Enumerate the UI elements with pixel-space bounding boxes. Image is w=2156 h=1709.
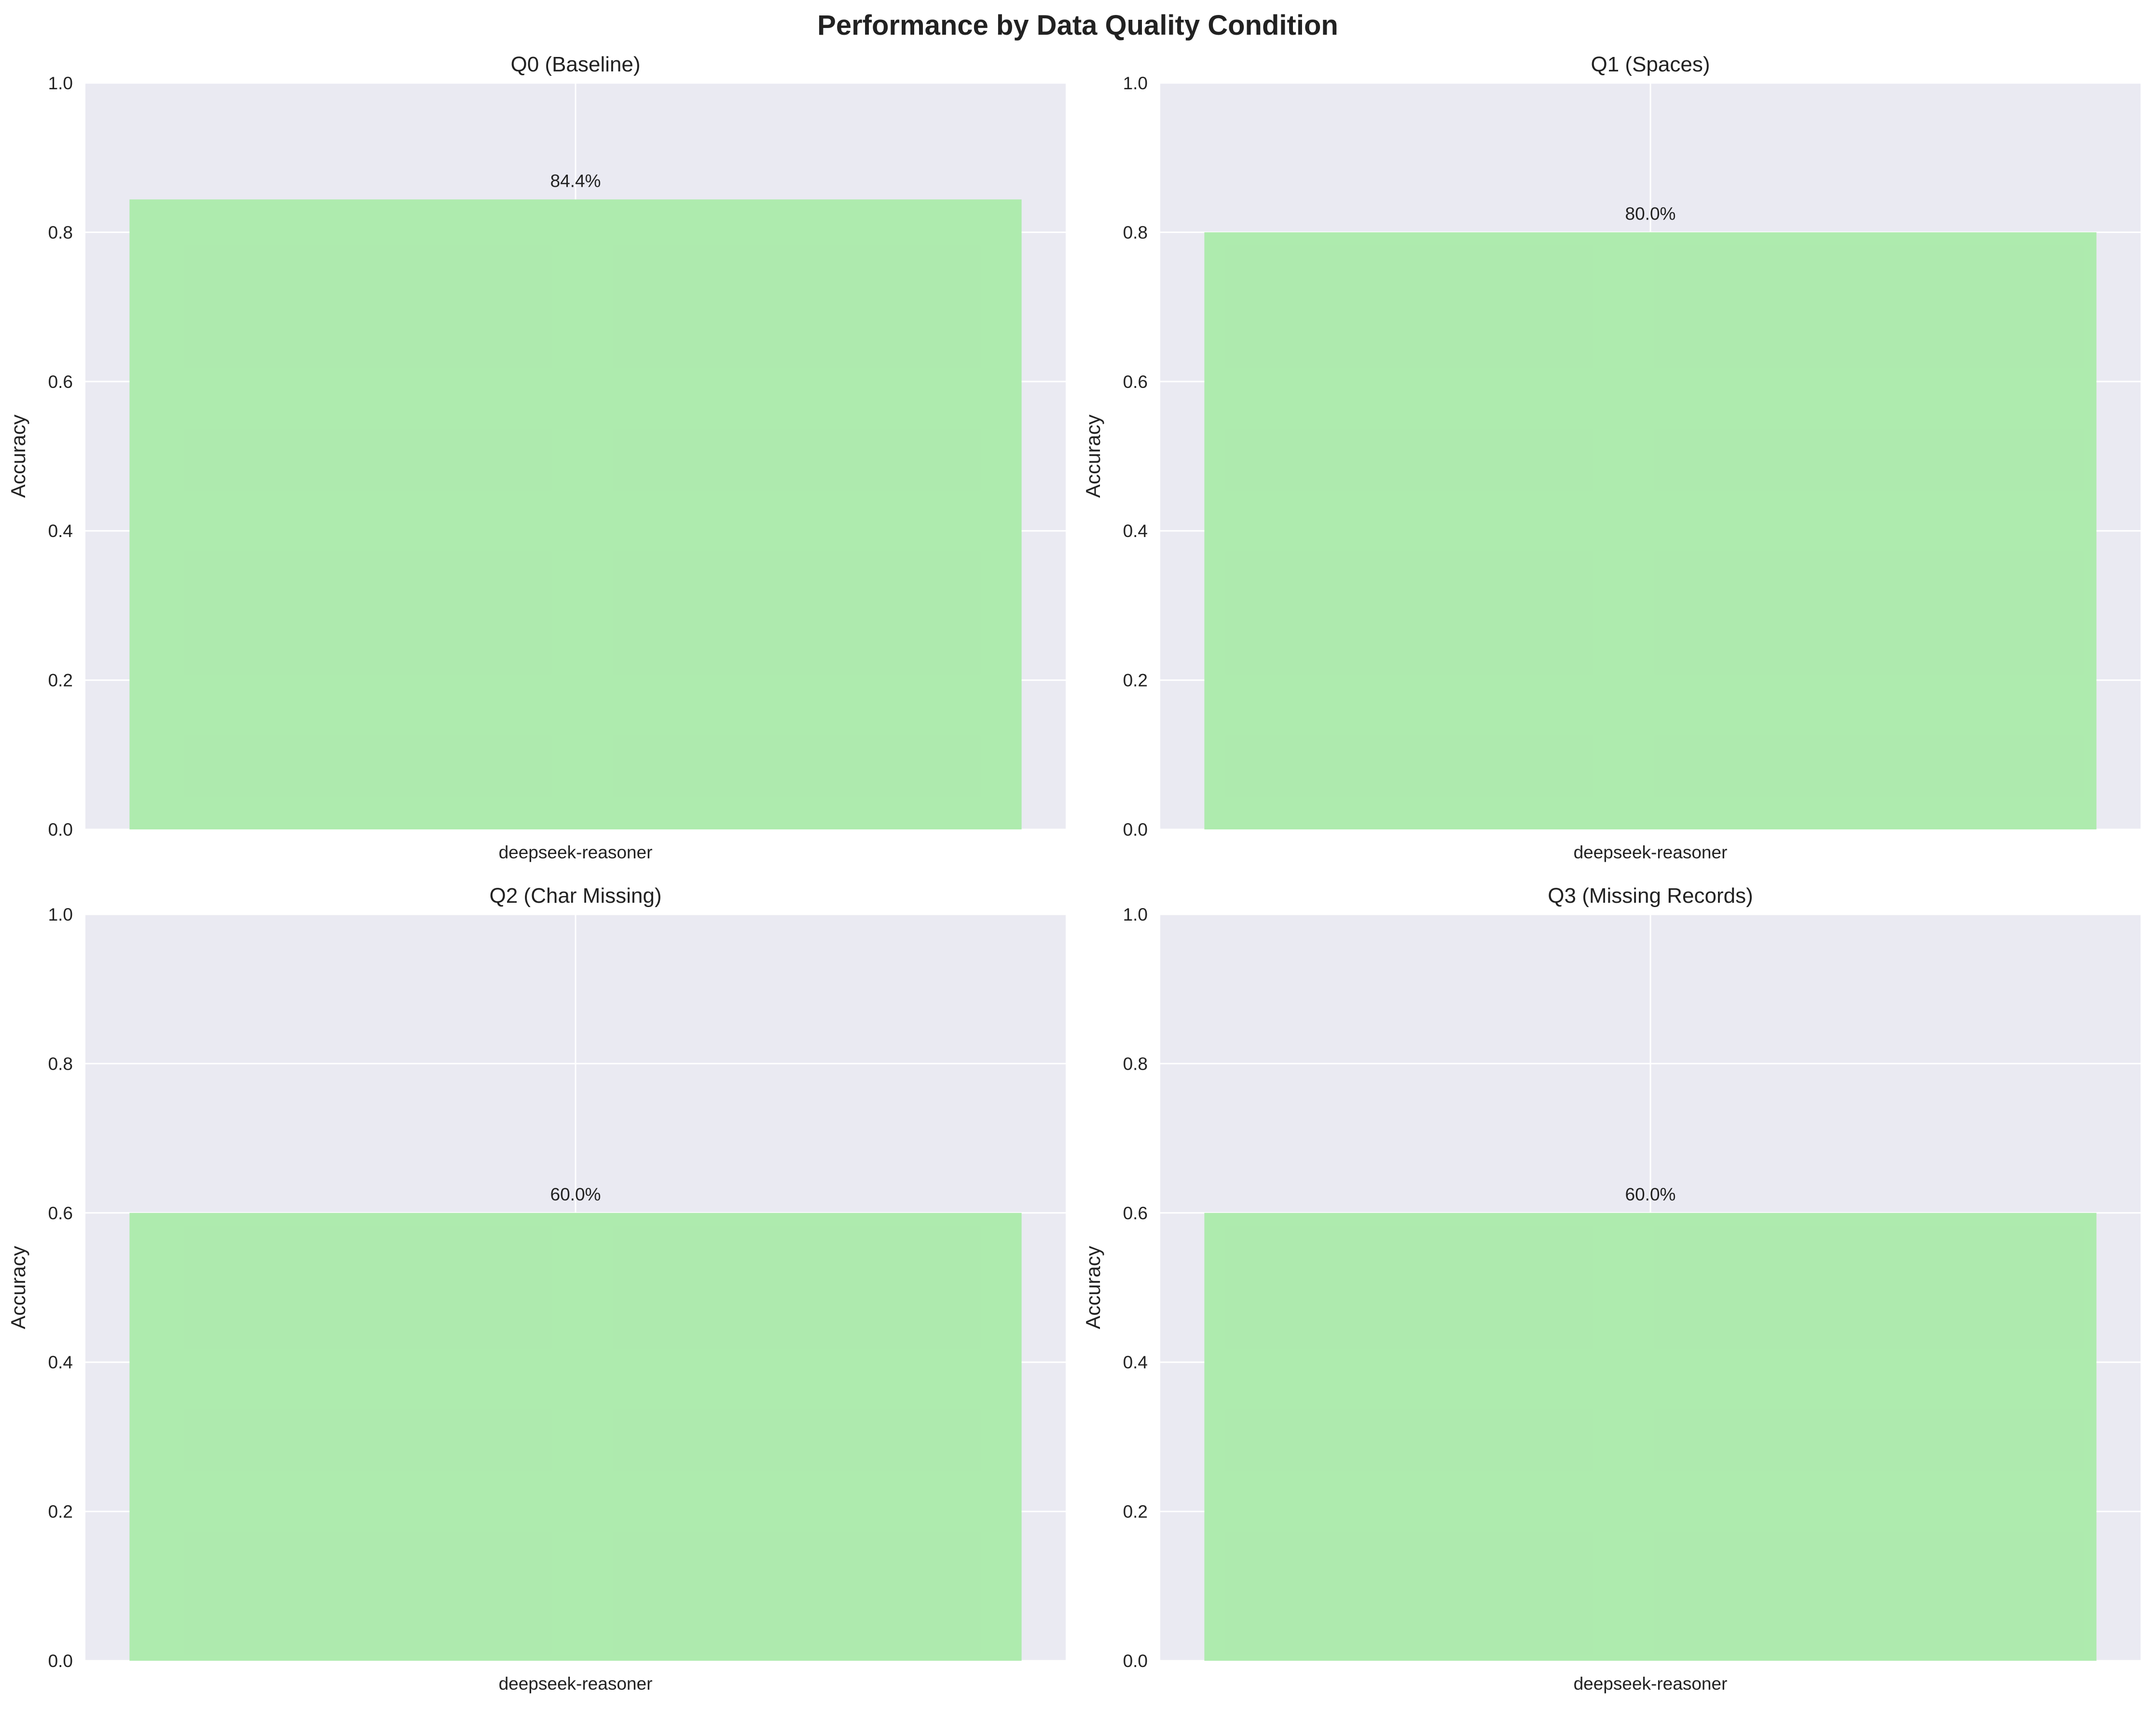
x-tick-label: deepseek-reasoner bbox=[1574, 842, 1728, 862]
bar-value-label: 80.0% bbox=[1625, 204, 1676, 223]
y-tick-label: 0.2 bbox=[1123, 671, 1148, 690]
subplot-title: Q2 (Char Missing) bbox=[490, 884, 662, 908]
y-tick-label: 0.8 bbox=[48, 222, 73, 242]
subplot-3: 0.0 0.2 0.4 0.6 0.8 1.0 60.0% deepseek-reasoner… bbox=[1082, 884, 2141, 1694]
y-axis-label: Accuracy bbox=[1082, 1246, 1104, 1329]
x-tick-label: deepseek-reasoner bbox=[1574, 1674, 1728, 1694]
y-tick-label: 0.0 bbox=[48, 1651, 73, 1671]
bar-value-label: 60.0% bbox=[1625, 1185, 1676, 1204]
y-tick-label: 0.6 bbox=[1123, 1203, 1148, 1223]
y-axis-label: Accuracy bbox=[1082, 414, 1104, 498]
y-tick-label: 0.6 bbox=[48, 372, 73, 392]
y-axis-label: Accuracy bbox=[7, 1246, 29, 1329]
y-tick-label: 0.4 bbox=[48, 1352, 73, 1372]
bar bbox=[1204, 232, 2097, 829]
y-tick-label: 1.0 bbox=[1123, 905, 1148, 924]
bar-value-label: 60.0% bbox=[550, 1185, 601, 1204]
bar bbox=[129, 1213, 1022, 1661]
y-tick-label: 0.6 bbox=[1123, 372, 1148, 392]
y-tick-label: 0.2 bbox=[1123, 1502, 1148, 1522]
x-tick-label: deepseek-reasoner bbox=[499, 842, 653, 862]
x-tick-label: deepseek-reasoner bbox=[499, 1674, 653, 1694]
y-tick-label: 1.0 bbox=[1123, 73, 1148, 93]
y-tick-label: 0.0 bbox=[1123, 820, 1148, 840]
y-tick-label: 0.0 bbox=[48, 820, 73, 840]
bar bbox=[129, 199, 1022, 829]
bar-value-label: 84.4% bbox=[550, 171, 601, 191]
subplot-title: Q0 (Baseline) bbox=[510, 53, 640, 76]
y-tick-label: 0.0 bbox=[1123, 1651, 1148, 1671]
y-tick-label: 0.6 bbox=[48, 1203, 73, 1223]
y-axis-label: Accuracy bbox=[7, 414, 29, 498]
subplot-0: 0.0 0.2 0.4 0.6 0.8 1.0 84.4% deepseek-reasoner… bbox=[7, 53, 1066, 862]
y-tick-label: 0.8 bbox=[1123, 1054, 1148, 1074]
y-tick-label: 0.4 bbox=[1123, 1352, 1148, 1372]
bar bbox=[1204, 1213, 2097, 1661]
y-tick-label: 0.2 bbox=[48, 671, 73, 690]
y-tick-label: 1.0 bbox=[48, 905, 73, 924]
y-tick-label: 1.0 bbox=[48, 73, 73, 93]
subplots: 0.0 0.2 0.4 0.6 0.8 1.0 84.4% deepseek-reasoner… bbox=[7, 53, 2141, 1694]
subplot-title: Q1 (Spaces) bbox=[1591, 53, 1710, 76]
y-tick-label: 0.4 bbox=[48, 521, 73, 541]
y-tick-label: 0.8 bbox=[48, 1054, 73, 1074]
y-tick-label: 0.8 bbox=[1123, 222, 1148, 242]
figure-title: Performance by Data Quality Condition bbox=[817, 10, 1338, 41]
subplot-2: 0.0 0.2 0.4 0.6 0.8 1.0 60.0% deepseek-reasoner… bbox=[7, 884, 1066, 1694]
y-tick-label: 0.2 bbox=[48, 1502, 73, 1522]
y-tick-label: 0.4 bbox=[1123, 521, 1148, 541]
subplot-1: 0.0 0.2 0.4 0.6 0.8 1.0 80.0% deepseek-reasoner… bbox=[1082, 53, 2141, 862]
subplot-title: Q3 (Missing Records) bbox=[1548, 884, 1753, 908]
